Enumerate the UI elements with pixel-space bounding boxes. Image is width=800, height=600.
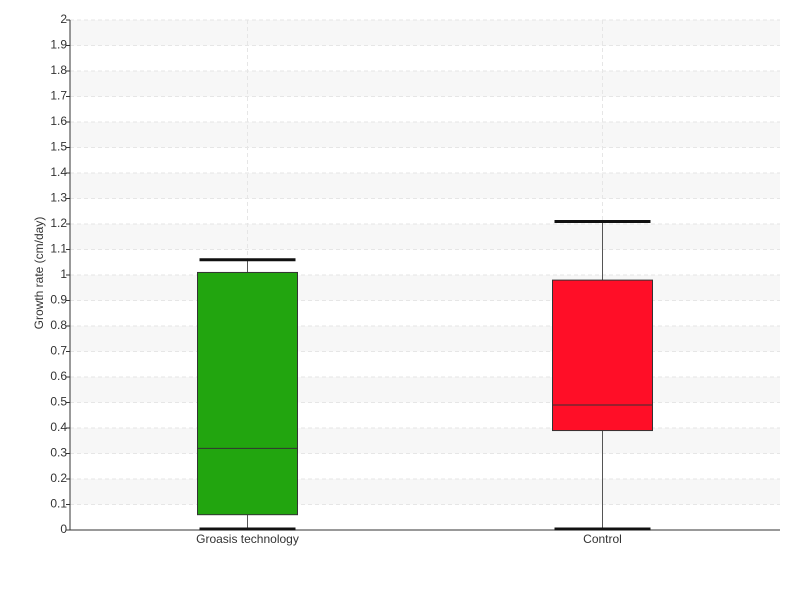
y-tick-label: 0.2 (50, 471, 67, 485)
y-tick-label: 1 (60, 267, 67, 281)
grid-band (70, 71, 780, 97)
x-tick-label: Groasis technology (196, 532, 299, 546)
box (552, 279, 653, 432)
grid-band (70, 122, 780, 148)
y-tick-label: 1.3 (50, 191, 67, 205)
grid-band (70, 377, 780, 403)
y-tick-label: 1.8 (50, 63, 67, 77)
x-tick-label: Control (583, 532, 622, 546)
y-tick-label: 1.1 (50, 242, 67, 256)
y-tick-label: 1.4 (50, 165, 67, 179)
y-tick-label: 0.9 (50, 293, 67, 307)
box (197, 271, 298, 516)
y-tick-label: 0.4 (50, 420, 67, 434)
y-tick-label: 1.2 (50, 216, 67, 230)
grid-band (70, 479, 780, 505)
grid-band (70, 326, 780, 352)
y-tick-label: 0.5 (50, 395, 67, 409)
y-axis-label: Growth rate (cm/day) (32, 217, 46, 330)
grid-band (70, 173, 780, 199)
grid-band (70, 20, 780, 46)
grid-band (70, 428, 780, 454)
y-tick-label: 0 (60, 522, 67, 536)
y-tick-label: 0.1 (50, 497, 67, 511)
y-tick-label: 0.3 (50, 446, 67, 460)
y-tick-label: 2 (60, 12, 67, 26)
grid-band (70, 224, 780, 250)
grid-band (70, 275, 780, 301)
y-tick-label: 1.6 (50, 114, 67, 128)
y-tick-label: 0.7 (50, 344, 67, 358)
y-tick-label: 1.5 (50, 140, 67, 154)
y-tick-label: 0.8 (50, 318, 67, 332)
y-tick-label: 0.6 (50, 369, 67, 383)
y-tick-label: 1.9 (50, 38, 67, 52)
y-tick-label: 1.7 (50, 89, 67, 103)
